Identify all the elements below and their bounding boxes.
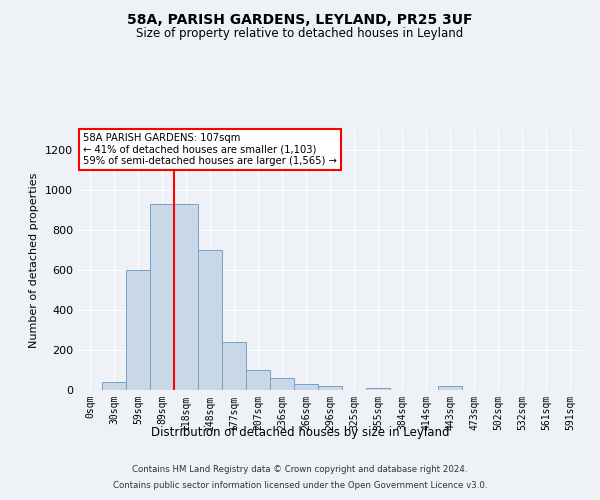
Y-axis label: Number of detached properties: Number of detached properties xyxy=(29,172,40,348)
Bar xyxy=(270,378,294,390)
Bar xyxy=(318,386,342,390)
Text: 58A, PARISH GARDENS, LEYLAND, PR25 3UF: 58A, PARISH GARDENS, LEYLAND, PR25 3UF xyxy=(127,12,473,26)
Bar xyxy=(198,250,222,390)
Bar xyxy=(102,382,126,390)
Bar xyxy=(366,388,390,390)
Bar xyxy=(174,204,198,390)
Bar xyxy=(438,386,462,390)
Bar xyxy=(246,370,270,390)
Text: Size of property relative to detached houses in Leyland: Size of property relative to detached ho… xyxy=(136,28,464,40)
Text: Contains HM Land Registry data © Crown copyright and database right 2024.: Contains HM Land Registry data © Crown c… xyxy=(132,466,468,474)
Bar xyxy=(222,342,246,390)
Text: Distribution of detached houses by size in Leyland: Distribution of detached houses by size … xyxy=(151,426,449,439)
Bar xyxy=(294,384,318,390)
Text: 58A PARISH GARDENS: 107sqm
← 41% of detached houses are smaller (1,103)
59% of s: 58A PARISH GARDENS: 107sqm ← 41% of deta… xyxy=(83,132,337,166)
Text: Contains public sector information licensed under the Open Government Licence v3: Contains public sector information licen… xyxy=(113,480,487,490)
Bar xyxy=(150,204,174,390)
Bar xyxy=(126,270,150,390)
